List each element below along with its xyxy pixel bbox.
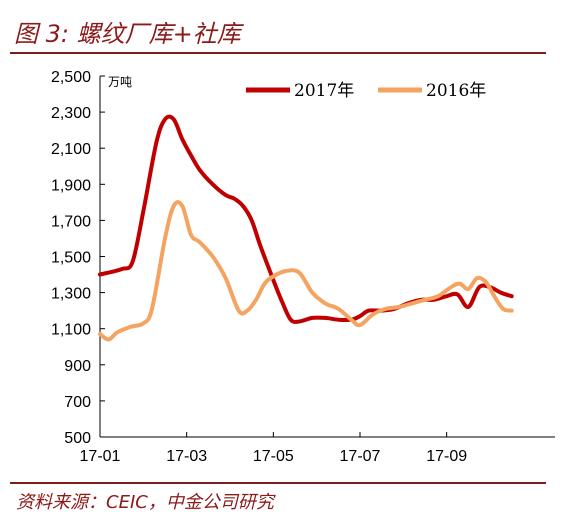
series-lines: [98, 114, 514, 342]
figure-title: 图 3: 螺纹厂库+社库: [14, 20, 241, 48]
y-tick-label: 1,500: [51, 250, 91, 267]
y-tick-label: 2,500: [51, 69, 91, 86]
chart-legend: 2017年 2016年: [246, 81, 486, 101]
title-rule: [10, 52, 546, 54]
y-tick-label: 1,300: [51, 286, 91, 303]
x-tick-label: 17-05: [253, 448, 294, 465]
legend-label: 2016年: [426, 81, 486, 101]
chart-axes: [99, 76, 555, 438]
legend-label: 2017年: [294, 81, 354, 101]
y-tick-label: 900: [64, 358, 91, 375]
y-tick-label: 1,900: [51, 177, 91, 194]
y-tick-label: 1,100: [51, 322, 91, 339]
y-tick-label: 500: [64, 430, 91, 447]
footer-rule: [10, 482, 546, 484]
x-tick-label: 17-09: [426, 448, 467, 465]
y-tick-label: 2,100: [51, 141, 91, 158]
y-axis-unit-label: 万吨: [108, 75, 132, 89]
y-tick-label: 2,300: [51, 105, 91, 122]
series-line-2017: [98, 114, 514, 324]
y-axis-ticks: 500 700 900 1,100 1,300 1,500 1,700 1,900 2,100 2…: [51, 69, 105, 447]
x-axis-ticks: 17-01 17-03 17-05 17-07 17-09: [80, 432, 467, 465]
x-tick-label: 17-03: [166, 448, 207, 465]
y-tick-label: 1,700: [51, 213, 91, 230]
y-tick-label: 700: [64, 394, 91, 411]
x-tick-label: 17-01: [80, 448, 121, 465]
source-note: 资料来源：CEIC，中金公司研究: [16, 492, 274, 513]
x-tick-label: 17-07: [340, 448, 381, 465]
series-line-2016: [98, 200, 514, 342]
